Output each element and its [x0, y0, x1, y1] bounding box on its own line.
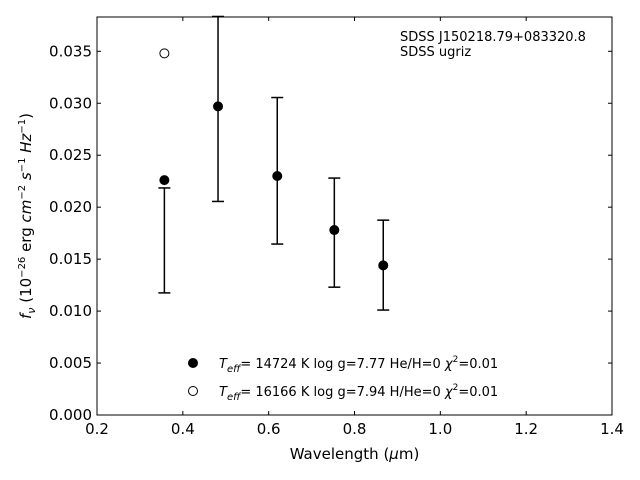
object-annotation: SDSS ugriz [400, 45, 471, 60]
axes-frame [96, 16, 613, 416]
y-tick-label: 0.020 [49, 198, 92, 216]
y-tick-label: 0.025 [49, 146, 92, 164]
model-point-filled [159, 175, 170, 186]
model-point-filled [378, 260, 389, 271]
y-tick-label: 0.010 [49, 302, 92, 320]
x-tick-label: 1.0 [428, 420, 452, 438]
y-axis-label: fν (10−26 erg cm−2 s−1 Hz−1) [17, 113, 38, 319]
legend-entry-text: Teff= 14724 K log g=7.77 He/H=0 χ2=0.01 [219, 355, 498, 375]
object-annotation: SDSS J150218.79+083320.8 [400, 30, 586, 45]
y-axis-label-group: fν (10−26 erg cm−2 s−1 Hz−1) [17, 113, 38, 319]
y-tick-label: 0.035 [49, 42, 92, 60]
x-axis-label: Wavelength (μm) [290, 445, 420, 463]
y-tick-label: 0.000 [49, 406, 92, 424]
y-tick-label: 0.030 [49, 94, 92, 112]
model-point-filled [272, 170, 283, 181]
x-tick-label: 0.8 [343, 420, 367, 438]
legend-entry-text: Teff= 16166 K log g=7.94 H/He=0 χ2=0.01 [219, 383, 498, 403]
legend-marker-filled [188, 358, 198, 368]
model-point-filled [329, 225, 340, 236]
y-tick-label: 0.005 [49, 354, 92, 372]
x-tick-label: 0.2 [85, 420, 109, 438]
x-tick-label: 1.4 [600, 420, 624, 438]
x-tick-label: 0.4 [171, 420, 195, 438]
model-point-filled [213, 101, 224, 112]
x-tick-label: 1.2 [514, 420, 538, 438]
x-tick-label: 0.6 [257, 420, 281, 438]
y-tick-label: 0.015 [49, 250, 92, 268]
legend-marker-open [188, 386, 198, 396]
model-point-open [159, 48, 170, 59]
